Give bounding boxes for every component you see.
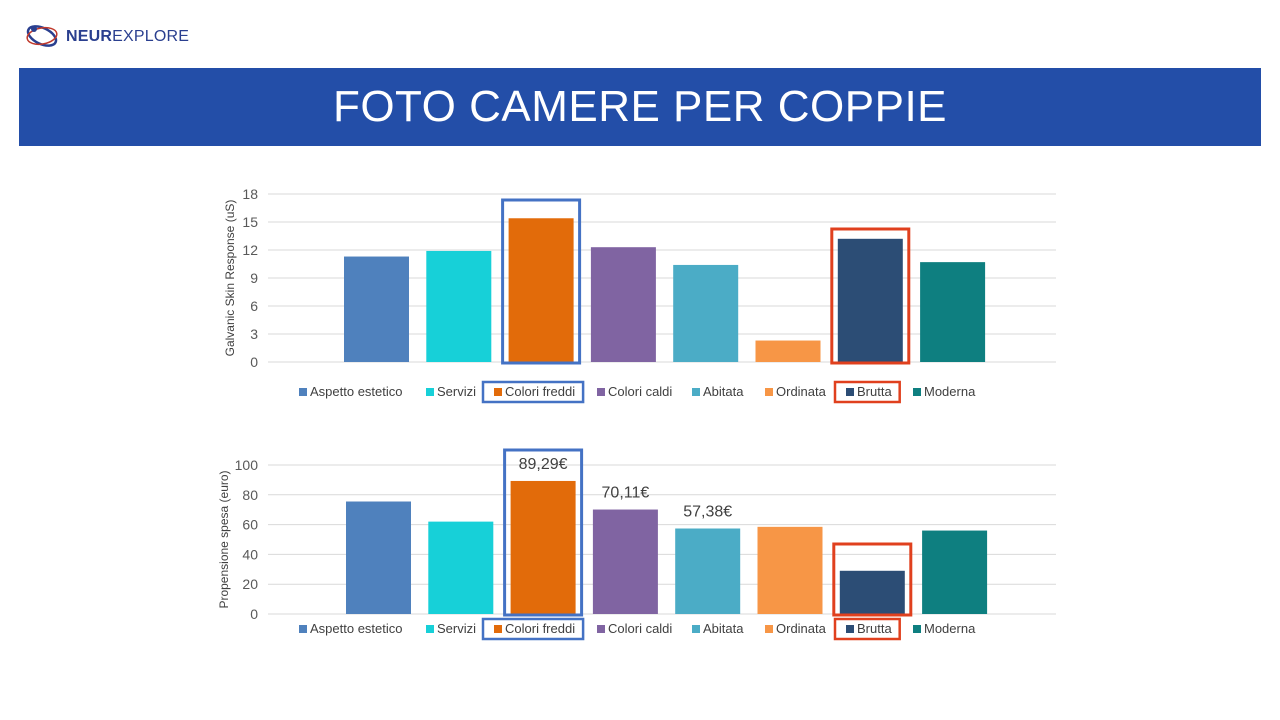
bar-brutta [837, 238, 903, 362]
bar-colori-freddi [508, 218, 574, 362]
legend-entry: Aspetto estetico [310, 384, 403, 399]
bar-moderna [920, 262, 986, 362]
bar-colori-caldi [592, 509, 658, 614]
legend-entry: Colori caldi [608, 621, 672, 636]
legend-swatch [426, 625, 434, 633]
legend-highlight-red [833, 617, 901, 641]
y-tick-label: 60 [242, 517, 258, 533]
bar-colori-caldi [590, 247, 656, 362]
page-title: FOTO CAMERE PER COPPIE [332, 82, 948, 131]
bar-abitata [675, 528, 741, 614]
y-tick-label: 6 [250, 298, 258, 314]
y-tick-label: 100 [235, 457, 259, 473]
legend-swatch [597, 388, 605, 396]
highlight-box-red [830, 227, 911, 365]
legend-entry: Colori caldi [608, 384, 672, 399]
bar-servizi [428, 521, 494, 614]
bar-moderna [922, 530, 988, 614]
legend-swatch [913, 625, 921, 633]
data-label: 70,11€ [602, 485, 650, 502]
legend-entry: Colori freddi [505, 384, 575, 399]
legend-swatch [426, 388, 434, 396]
bar-servizi [426, 250, 492, 362]
bar-ordinata [755, 340, 821, 362]
y-tick-label: 18 [242, 186, 258, 202]
y-axis-label: Galvanic Skin Response (uS) [223, 200, 237, 357]
data-label: 57,38€ [683, 504, 732, 521]
y-tick-label: 80 [242, 487, 258, 503]
legend-entry: Servizi [437, 384, 476, 399]
legend-entry: Servizi [437, 621, 476, 636]
bar-chart-1: 0 3 6 9 12 15 18 Galvanic Skin Response (uS) Asp… [223, 186, 1056, 404]
legend-swatch [765, 625, 773, 633]
legend-swatch [846, 388, 854, 396]
logo-text-rest: EXPLORE [112, 28, 190, 45]
legend-entry: Ordinata [776, 384, 827, 399]
legend-entry: Aspetto estetico [310, 621, 403, 636]
bar-aspetto-estetico [346, 501, 411, 614]
legend-highlight-blue [481, 380, 585, 404]
legend-swatch [692, 388, 700, 396]
y-tick-label: 12 [242, 242, 258, 258]
logo-text-bold: NEUR [66, 28, 113, 45]
legend-swatch [299, 625, 307, 633]
highlight-box-red [832, 542, 913, 617]
legend-swatch [597, 625, 605, 633]
neurexplore-logo: NEUREXPLORE [24, 18, 204, 54]
legend-entry: Abitata [703, 384, 744, 399]
legend-swatch [765, 388, 773, 396]
bar-ordinata [757, 526, 823, 614]
legend-swatch [494, 388, 502, 396]
legend-entry: Ordinata [776, 621, 827, 636]
legend-swatch [913, 388, 921, 396]
legend: Aspetto estetico Servizi Colori freddi Colo… [299, 380, 976, 404]
legend-swatch [494, 625, 502, 633]
y-tick-label: 40 [242, 546, 258, 562]
orbit-logo-icon [26, 25, 58, 47]
y-tick-label: 15 [242, 214, 258, 230]
title-banner: FOTO CAMERE PER COPPIE [19, 68, 1261, 146]
legend-swatch [692, 625, 700, 633]
y-tick-label: 20 [242, 576, 258, 592]
y-tick-label: 0 [250, 606, 258, 622]
y-tick-label: 3 [250, 326, 258, 342]
bar-brutta [839, 570, 905, 614]
bar-abitata [673, 264, 739, 362]
y-tick-label: 0 [250, 354, 258, 370]
bar-colori-freddi [510, 480, 576, 614]
legend: Aspetto estetico Servizi Colori freddi Colo… [299, 617, 976, 641]
bar-chart-2: 0 20 40 60 80 100 Propensione spesa (euro) 89,2… [217, 448, 1056, 641]
legend-entry: Moderna [924, 384, 976, 399]
legend-swatch [299, 388, 307, 396]
legend-entry: Moderna [924, 621, 976, 636]
data-label: 89,29€ [519, 456, 568, 473]
y-tick-label: 9 [250, 270, 258, 286]
legend-highlight-red [833, 380, 901, 404]
legend-entry: Brutta [857, 621, 892, 636]
y-axis-label: Propensione spesa (euro) [217, 470, 231, 608]
bar-aspetto-estetico [344, 256, 409, 362]
legend-entry: Colori freddi [505, 621, 575, 636]
legend-highlight-blue [481, 617, 585, 641]
legend-entry: Brutta [857, 384, 892, 399]
highlight-box-blue [501, 198, 582, 365]
legend-swatch [846, 625, 854, 633]
legend-entry: Abitata [703, 621, 744, 636]
logo-text: NEUREXPLORE [66, 28, 189, 46]
highlight-box-blue [503, 448, 584, 617]
